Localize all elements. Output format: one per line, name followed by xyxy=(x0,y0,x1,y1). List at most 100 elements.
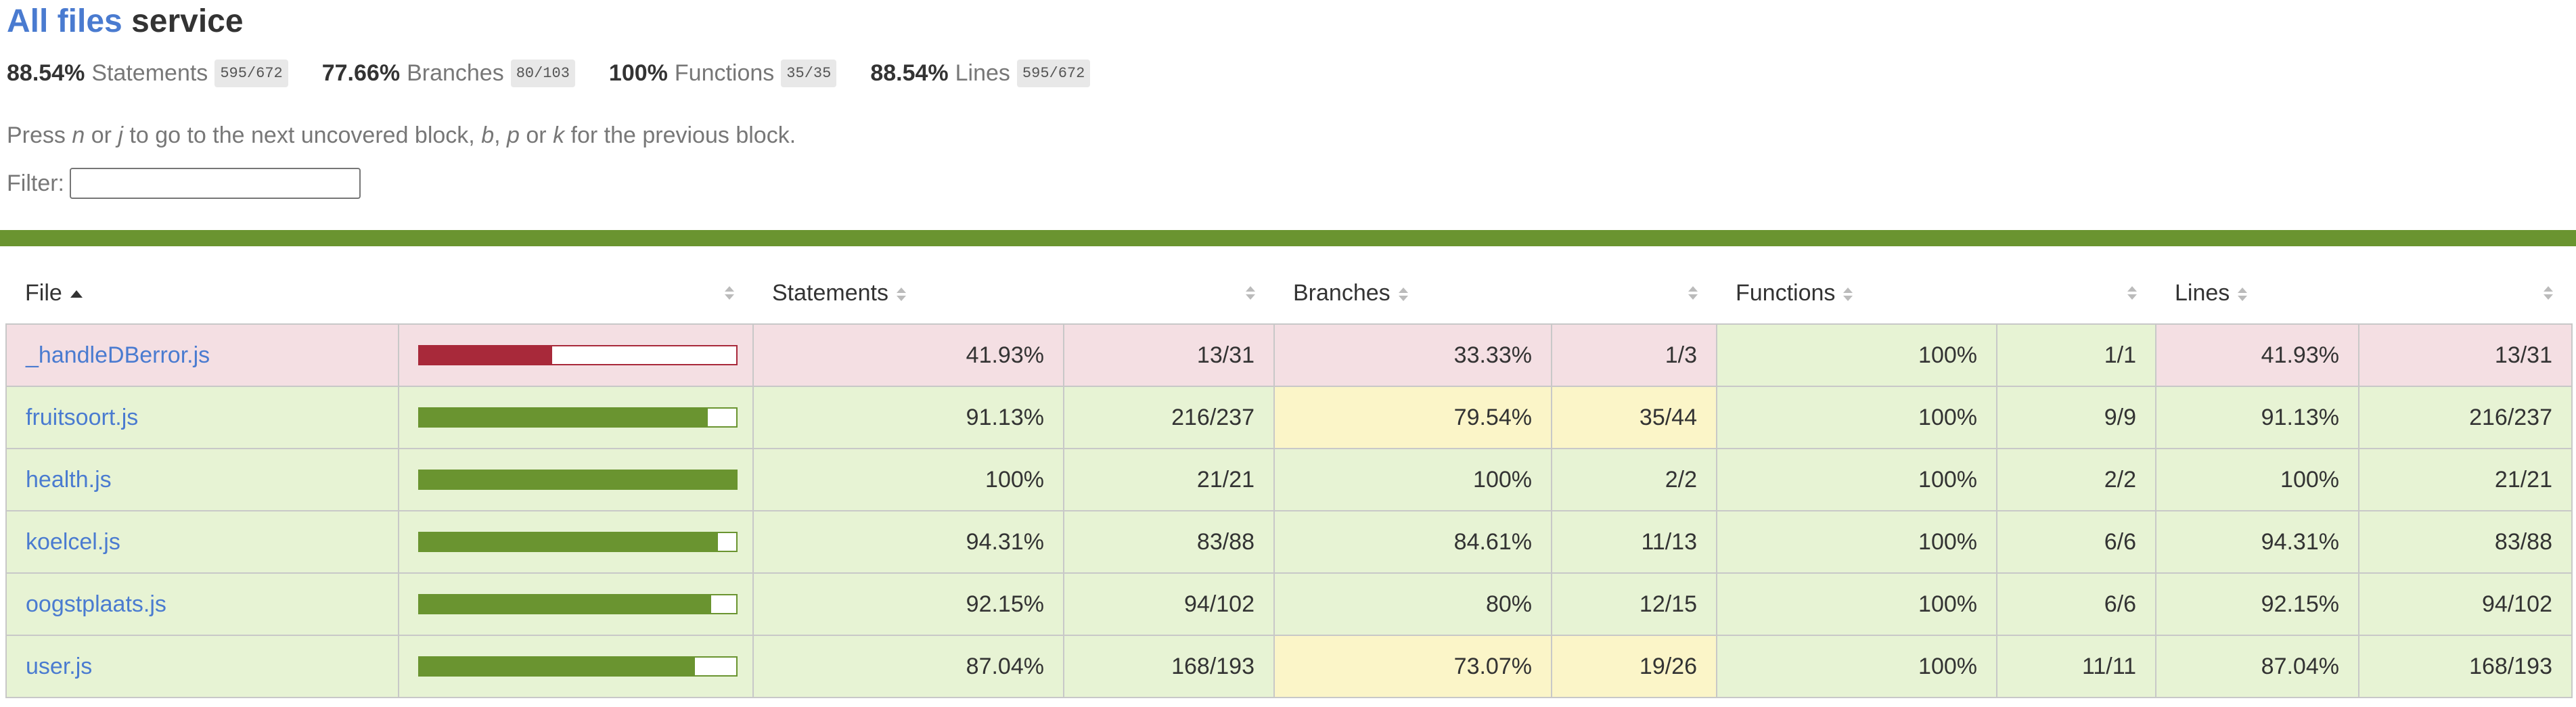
branches-fraction: 19/26 xyxy=(1551,635,1717,698)
coverage-bar-fill xyxy=(420,533,719,551)
col-statements-label: Statements xyxy=(772,279,888,306)
coverage-bar xyxy=(418,345,738,365)
col-branches[interactable]: Branches xyxy=(1274,263,1552,324)
functions-fraction: 6/6 xyxy=(1996,510,2156,574)
statements-pct: 87.04% xyxy=(752,635,1064,698)
sort-icon xyxy=(1843,287,1853,301)
file-link[interactable]: health.js xyxy=(26,466,112,493)
summary-functions: 100% Functions 35/35 xyxy=(609,59,837,87)
statements-fraction: 94/102 xyxy=(1063,572,1275,636)
coverage-bar-fill xyxy=(420,595,712,613)
functions-fraction: 9/9 xyxy=(1996,386,2156,449)
col-branches-raw[interactable] xyxy=(1552,263,1717,324)
col-branches-label: Branches xyxy=(1293,279,1391,306)
col-statements[interactable]: Statements xyxy=(753,263,1064,324)
filter-label: Filter: xyxy=(7,170,64,196)
sort-icon xyxy=(2127,286,2137,300)
col-lines-raw[interactable] xyxy=(2359,263,2572,324)
table-row: fruitsoort.js 91.13% 216/237 79.54% 35/44 100… xyxy=(5,386,2573,449)
functions-pct: 100% xyxy=(1716,572,1997,636)
file-cell: fruitsoort.js xyxy=(5,386,399,449)
sort-ascending-icon xyxy=(70,290,83,298)
col-lines-label: Lines xyxy=(2175,279,2230,306)
summary-pct: 88.54% xyxy=(7,60,85,86)
col-statements-raw[interactable] xyxy=(1064,263,1274,324)
functions-pct: 100% xyxy=(1716,386,1997,449)
file-cell: user.js xyxy=(5,635,399,698)
lines-fraction: 168/193 xyxy=(2358,635,2573,698)
col-functions-raw[interactable] xyxy=(1997,263,2156,324)
branches-pct: 79.54% xyxy=(1273,386,1552,449)
sort-icon xyxy=(1246,286,1255,300)
file-cell: koelcel.js xyxy=(5,510,399,574)
functions-pct: 100% xyxy=(1716,635,1997,698)
table-row: koelcel.js 94.31% 83/88 84.61% 11/13 100% 6/6 9… xyxy=(5,510,2573,574)
col-lines[interactable]: Lines xyxy=(2156,263,2359,324)
coverage-bar-cell xyxy=(398,448,754,511)
summary-fraction: 595/672 xyxy=(1016,59,1091,87)
col-file[interactable]: File xyxy=(6,263,399,324)
summary-label: Statements xyxy=(91,60,208,86)
sort-icon xyxy=(2238,287,2248,301)
table-row: user.js 87.04% 168/193 73.07% 19/26 100% 11/11… xyxy=(5,635,2573,698)
coverage-bar-cell xyxy=(398,572,754,636)
statements-fraction: 168/193 xyxy=(1063,635,1275,698)
coverage-bar xyxy=(418,407,738,428)
filter-input[interactable] xyxy=(70,168,361,199)
coverage-bar xyxy=(418,532,738,552)
table-row: oogstplaats.js 92.15% 94/102 80% 12/15 100% 6/… xyxy=(5,572,2573,636)
summary-statements: 88.54% Statements 595/672 xyxy=(7,59,288,87)
file-link[interactable]: oogstplaats.js xyxy=(26,591,166,617)
coverage-status-line xyxy=(0,230,2576,246)
summary-pct: 77.66% xyxy=(321,60,401,86)
functions-pct: 100% xyxy=(1716,448,1997,511)
lines-pct: 41.93% xyxy=(2155,323,2359,387)
statements-fraction: 216/237 xyxy=(1063,386,1275,449)
file-link[interactable]: koelcel.js xyxy=(26,528,120,555)
branches-pct: 84.61% xyxy=(1273,510,1552,574)
lines-pct: 91.13% xyxy=(2155,386,2359,449)
lines-fraction: 83/88 xyxy=(2358,510,2573,574)
statements-pct: 41.93% xyxy=(752,323,1064,387)
lines-fraction: 13/31 xyxy=(2358,323,2573,387)
sort-icon xyxy=(2544,286,2553,300)
summary-label: Lines xyxy=(955,60,1010,86)
functions-fraction: 6/6 xyxy=(1996,572,2156,636)
sort-icon xyxy=(725,286,734,300)
table-row: _handleDBerror.js 41.93% 13/31 33.33% 1/3 100… xyxy=(5,323,2573,387)
file-cell: _handleDBerror.js xyxy=(5,323,399,387)
coverage-bar xyxy=(418,594,738,614)
col-file-bar[interactable] xyxy=(399,263,753,324)
filter-row: Filter: xyxy=(7,168,2569,199)
file-link[interactable]: user.js xyxy=(26,653,93,679)
functions-pct: 100% xyxy=(1716,323,1997,387)
all-files-link[interactable]: All files xyxy=(7,3,122,39)
branches-fraction: 12/15 xyxy=(1551,572,1717,636)
file-cell: health.js xyxy=(5,448,399,511)
summary-branches: 77.66% Branches 80/103 xyxy=(321,59,575,87)
summary-lines: 88.54% Lines 595/672 xyxy=(870,59,1091,87)
summary-fraction: 595/672 xyxy=(214,59,288,87)
lines-pct: 92.15% xyxy=(2155,572,2359,636)
statements-fraction: 13/31 xyxy=(1063,323,1275,387)
lines-fraction: 21/21 xyxy=(2358,448,2573,511)
functions-pct: 100% xyxy=(1716,510,1997,574)
functions-fraction: 2/2 xyxy=(1996,448,2156,511)
coverage-table: File Statements Branches Functions Lines… xyxy=(5,263,2573,698)
lines-fraction: 94/102 xyxy=(2358,572,2573,636)
coverage-bar-fill xyxy=(420,346,553,364)
summary-label: Functions xyxy=(674,60,775,86)
file-link[interactable]: _handleDBerror.js xyxy=(26,342,210,368)
file-cell: oogstplaats.js xyxy=(5,572,399,636)
sort-icon xyxy=(896,287,906,301)
coverage-bar-fill xyxy=(420,409,708,426)
file-link[interactable]: fruitsoort.js xyxy=(26,404,139,430)
branches-pct: 73.07% xyxy=(1273,635,1552,698)
coverage-bar xyxy=(418,470,738,490)
statements-pct: 100% xyxy=(752,448,1064,511)
statements-pct: 91.13% xyxy=(752,386,1064,449)
coverage-bar-cell xyxy=(398,386,754,449)
statements-pct: 92.15% xyxy=(752,572,1064,636)
summary-pct: 88.54% xyxy=(870,60,949,86)
col-functions[interactable]: Functions xyxy=(1717,263,1997,324)
